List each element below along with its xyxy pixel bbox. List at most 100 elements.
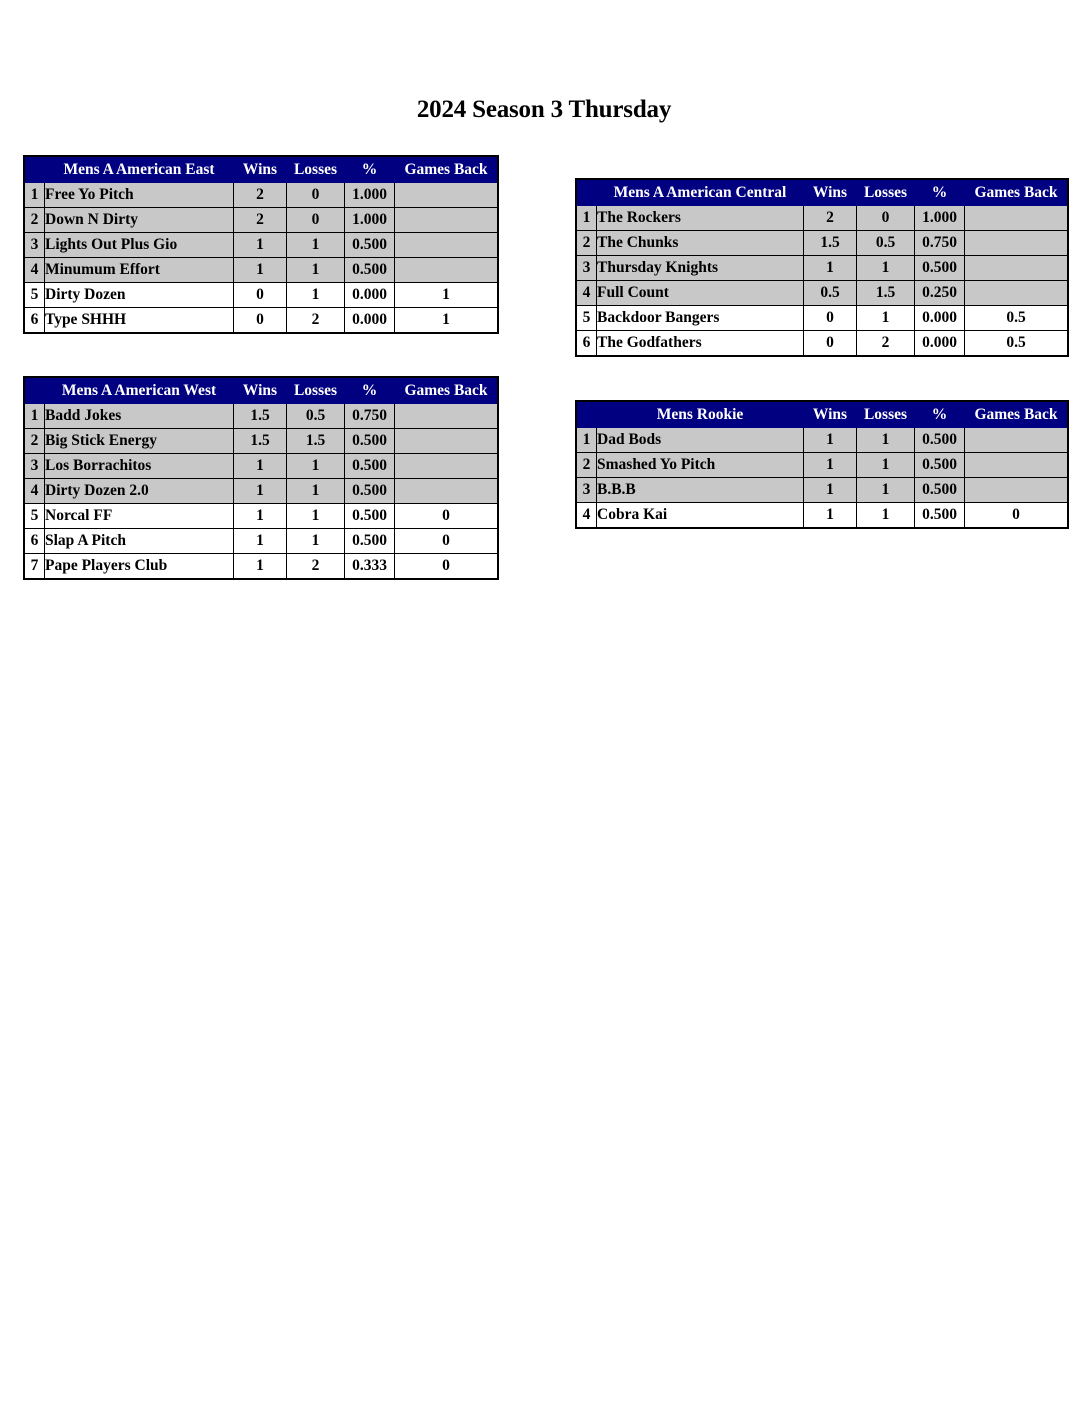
- cell-games-back: [394, 403, 499, 429]
- cell-games-back: [394, 428, 499, 454]
- cell-losses: 1: [856, 477, 915, 503]
- cell-losses: 1: [856, 502, 915, 529]
- cell-percentage: 0.750: [344, 403, 395, 429]
- cell-percentage: 0.500: [914, 502, 965, 529]
- cell-losses: 1: [856, 427, 915, 453]
- cell-games-back: [394, 207, 499, 233]
- cell-rank: 5: [23, 282, 45, 308]
- cell-wins: 2: [233, 207, 287, 233]
- cell-games-back: 0.5: [964, 330, 1069, 357]
- cell-wins: 1: [233, 528, 287, 554]
- cell-rank: 4: [575, 502, 597, 529]
- table-row: 4 Full Count 0.5 1.5 0.250: [575, 280, 1069, 306]
- cell-rank: 3: [575, 477, 597, 503]
- cell-percentage: 0.333: [344, 553, 395, 580]
- cell-wins: 1.5: [233, 428, 287, 454]
- table-header-east: Mens A American East Wins Losses % Games…: [23, 155, 499, 183]
- cell-percentage: 0.500: [344, 453, 395, 479]
- table-row: 5 Dirty Dozen 0 1 0.000 1: [23, 282, 499, 308]
- cell-percentage: 0.500: [344, 232, 395, 258]
- table-row: 5 Backdoor Bangers 0 1 0.000 0.5: [575, 305, 1069, 331]
- table-row: 1 Dad Bods 1 1 0.500: [575, 427, 1069, 453]
- cell-team-name: The Rockers: [596, 205, 804, 231]
- column-header-index: [575, 400, 597, 428]
- column-header-division: Mens A American West: [44, 376, 234, 404]
- cell-percentage: 0.500: [344, 528, 395, 554]
- cell-percentage: 0.500: [344, 428, 395, 454]
- cell-wins: 1: [233, 553, 287, 580]
- cell-percentage: 0.500: [344, 478, 395, 504]
- cell-games-back: 0: [394, 553, 499, 580]
- cell-team-name: Cobra Kai: [596, 502, 804, 529]
- cell-rank: 2: [575, 230, 597, 256]
- cell-wins: 1.5: [803, 230, 857, 256]
- cell-wins: 1: [803, 452, 857, 478]
- table-body-central: 1 The Rockers 2 0 1.000 2 The Chunks 1.5 0.5 0.75…: [575, 205, 1069, 357]
- table-row: 3 Los Borrachitos 1 1 0.500: [23, 453, 499, 479]
- cell-team-name: B.B.B: [596, 477, 804, 503]
- cell-losses: 2: [286, 307, 345, 334]
- cell-percentage: 1.000: [344, 207, 395, 233]
- cell-games-back: [964, 452, 1069, 478]
- cell-wins: 1: [803, 477, 857, 503]
- cell-losses: 1: [856, 452, 915, 478]
- cell-losses: 0: [286, 182, 345, 208]
- cell-rank: 5: [23, 503, 45, 529]
- cell-wins: 2: [233, 182, 287, 208]
- cell-rank: 4: [23, 478, 45, 504]
- cell-games-back: [964, 427, 1069, 453]
- column-header-percentage: %: [344, 155, 395, 183]
- header-row: Mens A American West Wins Losses % Games…: [23, 376, 499, 404]
- column-header-index: [23, 376, 45, 404]
- cell-losses: 1: [286, 257, 345, 283]
- cell-team-name: The Chunks: [596, 230, 804, 256]
- cell-games-back: 0.5: [964, 305, 1069, 331]
- table-row: 1 Free Yo Pitch 2 0 1.000: [23, 182, 499, 208]
- cell-losses: 0.5: [856, 230, 915, 256]
- cell-games-back: [964, 205, 1069, 231]
- cell-team-name: Type SHHH: [44, 307, 234, 334]
- cell-team-name: Dad Bods: [596, 427, 804, 453]
- column-header-games-back: Games Back: [964, 400, 1069, 428]
- cell-rank: 6: [23, 307, 45, 334]
- cell-team-name: Badd Jokes: [44, 403, 234, 429]
- table-row: 4 Minumum Effort 1 1 0.500: [23, 257, 499, 283]
- cell-percentage: 1.000: [914, 205, 965, 231]
- cell-losses: 0: [856, 205, 915, 231]
- cell-team-name: Norcal FF: [44, 503, 234, 529]
- cell-wins: 1: [233, 503, 287, 529]
- cell-losses: 1: [286, 528, 345, 554]
- cell-wins: 1: [233, 453, 287, 479]
- cell-wins: 1: [233, 257, 287, 283]
- table-row: 6 Slap A Pitch 1 1 0.500 0: [23, 528, 499, 554]
- column-header-losses: Losses: [856, 178, 915, 206]
- cell-games-back: 1: [394, 307, 499, 334]
- table-row: 6 The Godfathers 0 2 0.000 0.5: [575, 330, 1069, 357]
- cell-rank: 2: [23, 428, 45, 454]
- table-row: 2 Smashed Yo Pitch 1 1 0.500: [575, 452, 1069, 478]
- cell-team-name: Dirty Dozen 2.0: [44, 478, 234, 504]
- cell-losses: 1: [856, 255, 915, 281]
- cell-losses: 1.5: [286, 428, 345, 454]
- cell-rank: 3: [23, 453, 45, 479]
- table-row: 2 Big Stick Energy 1.5 1.5 0.500: [23, 428, 499, 454]
- cell-wins: 0: [233, 307, 287, 334]
- cell-wins: 1: [233, 232, 287, 258]
- cell-losses: 1: [286, 503, 345, 529]
- cell-team-name: Full Count: [596, 280, 804, 306]
- standings-table-west: Mens A American West Wins Losses % Games…: [23, 376, 499, 580]
- standings-table-rookie: Mens Rookie Wins Losses % Games Back 1 Da…: [575, 400, 1069, 529]
- cell-team-name: Smashed Yo Pitch: [596, 452, 804, 478]
- cell-team-name: Dirty Dozen: [44, 282, 234, 308]
- cell-losses: 2: [856, 330, 915, 357]
- column-header-losses: Losses: [286, 155, 345, 183]
- cell-games-back: 1: [394, 282, 499, 308]
- cell-team-name: Lights Out Plus Gio: [44, 232, 234, 258]
- cell-rank: 1: [23, 403, 45, 429]
- cell-rank: 4: [23, 257, 45, 283]
- cell-percentage: 0.000: [344, 307, 395, 334]
- cell-percentage: 0.000: [914, 305, 965, 331]
- cell-percentage: 0.500: [344, 503, 395, 529]
- column-header-index: [575, 178, 597, 206]
- column-header-games-back: Games Back: [394, 376, 499, 404]
